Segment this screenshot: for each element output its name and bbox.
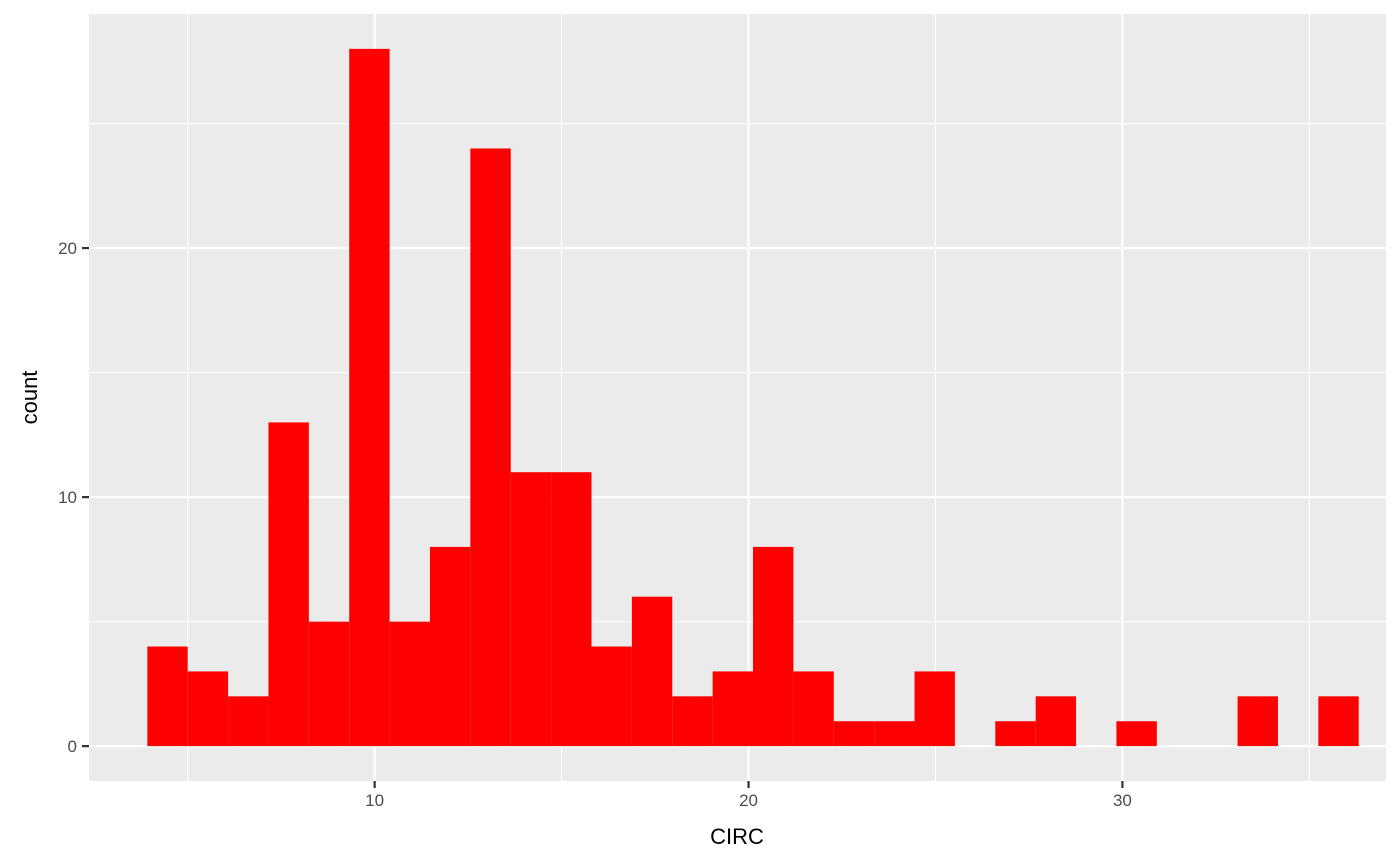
histogram-bar: [1318, 696, 1359, 747]
histogram-bar: [228, 696, 269, 747]
minor-gridlines: [89, 14, 1386, 781]
histogram-bar: [510, 472, 552, 747]
histogram-bar: [1237, 696, 1278, 747]
x-tick-label: 30: [1113, 791, 1132, 810]
histogram-bar: [308, 621, 350, 747]
histogram-bar: [551, 472, 592, 747]
y-axis: 0 10 20: [58, 239, 89, 756]
histogram-bar: [147, 646, 188, 747]
histogram-bar: [753, 546, 794, 747]
x-tick-label: 20: [739, 791, 758, 810]
y-axis-title: count: [17, 371, 42, 425]
histogram-bar: [833, 721, 875, 747]
histogram-bar: [712, 671, 754, 747]
histogram-bar: [631, 596, 673, 747]
histogram-bar: [914, 671, 955, 747]
histogram-bar: [470, 148, 511, 747]
histogram-bar: [591, 646, 632, 747]
histogram-bar: [793, 671, 834, 747]
histogram-bar: [1035, 696, 1077, 747]
histogram-bar: [1116, 721, 1157, 747]
histogram-bar: [995, 721, 1036, 747]
x-tick-label: 10: [365, 791, 384, 810]
y-tick-label: 20: [58, 239, 77, 258]
x-axis: 10 20 30: [365, 781, 1132, 810]
histogram-bar: [429, 546, 471, 747]
histogram-bar: [874, 721, 915, 747]
histogram-bar: [187, 671, 229, 747]
histogram-bar: [268, 422, 309, 747]
y-tick-label: 10: [58, 488, 77, 507]
histogram-bar: [672, 696, 713, 747]
histogram-bar: [349, 48, 390, 747]
y-tick-label: 0: [68, 737, 77, 756]
histogram-bar: [389, 621, 430, 747]
x-axis-title: CIRC: [710, 824, 764, 849]
histogram-bars: [147, 48, 1359, 747]
